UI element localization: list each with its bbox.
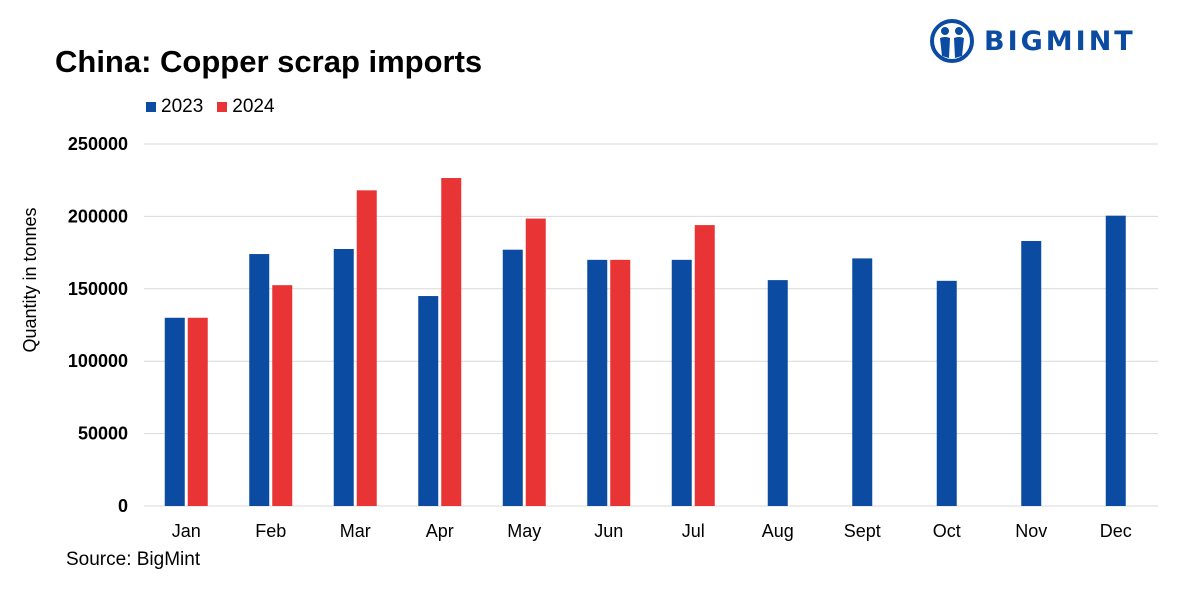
bar-2024-jul xyxy=(694,225,715,506)
x-tick-label: Feb xyxy=(255,521,286,541)
bar-2024-apr xyxy=(441,178,462,506)
chart-bars xyxy=(164,178,1126,507)
x-tick-label: Jan xyxy=(172,521,201,541)
bar-2024-feb xyxy=(272,285,293,506)
x-tick-label: Sept xyxy=(844,521,881,541)
bar-2024-may xyxy=(525,218,546,506)
bar-2024-mar xyxy=(356,190,377,506)
legend-swatch-2024 xyxy=(217,102,228,112)
legend-label-2023: 2023 xyxy=(161,96,204,117)
bigmint-logo: BIGMINT xyxy=(930,18,1136,64)
bar-2024-jan xyxy=(187,317,208,506)
legend-label-2024: 2024 xyxy=(232,96,275,117)
bar-2023-mar xyxy=(333,248,354,507)
y-tick-label: 100000 xyxy=(68,351,128,371)
bar-2024-jun xyxy=(610,259,631,506)
legend-swatch-2023 xyxy=(146,102,156,112)
x-tick-label: Oct xyxy=(933,521,961,541)
x-tick-label: Apr xyxy=(426,521,454,541)
x-tick-label: Dec xyxy=(1100,521,1132,541)
x-tick-label: Jun xyxy=(594,521,623,541)
bigmint-logo-text: BIGMINT xyxy=(984,25,1136,57)
legend-item-2024: 2024 xyxy=(217,96,275,118)
x-tick-label: Jul xyxy=(682,521,705,541)
y-tick-label: 250000 xyxy=(68,134,128,154)
x-tick-label: Nov xyxy=(1015,521,1047,541)
bar-2023-jul xyxy=(671,259,692,506)
chart-gridlines xyxy=(144,143,1158,507)
bar-2023-aug xyxy=(767,280,788,506)
bigmint-logo-icon xyxy=(930,19,974,63)
y-tick-label: 50000 xyxy=(78,424,128,444)
legend-item-2023: 2023 xyxy=(146,96,203,118)
y-tick-label: 200000 xyxy=(68,206,128,226)
x-tick-label: Aug xyxy=(762,521,794,541)
y-tick-label: 0 xyxy=(118,496,128,516)
y-axis-label: Quantity in tonnes xyxy=(20,207,40,352)
bar-2023-may xyxy=(502,249,523,507)
bar-2023-jan xyxy=(164,317,185,506)
bar-2023-sept xyxy=(852,258,873,506)
bar-2023-feb xyxy=(249,254,270,506)
y-axis-ticks: 0 50000 100000 150000 200000 250000 xyxy=(68,134,128,516)
y-tick-label: 150000 xyxy=(68,279,128,299)
bar-2023-jun xyxy=(587,259,608,506)
x-tick-label: May xyxy=(507,521,541,541)
x-tick-label: Mar xyxy=(340,521,371,541)
bar-2023-dec xyxy=(1105,215,1126,506)
chart-title: China: Copper scrap imports xyxy=(55,44,483,79)
source-note: Source: BigMint xyxy=(66,549,201,570)
bar-2023-oct xyxy=(936,280,957,506)
chart-legend: 2023 2024 xyxy=(146,96,289,118)
x-axis-ticks: Jan Feb Mar Apr May Jun Jul Aug Sept Oct Nov Dec xyxy=(172,521,1132,541)
bar-2023-nov xyxy=(1021,241,1042,507)
bar-2023-apr xyxy=(418,296,439,506)
